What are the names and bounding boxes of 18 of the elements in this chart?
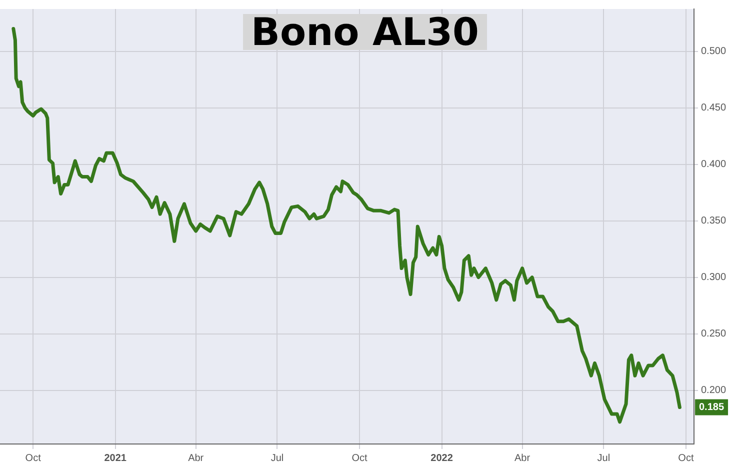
y-tick-label: 0.200 (701, 385, 726, 396)
y-tick-label: 0.400 (701, 159, 726, 170)
y-tick-label: 0.300 (701, 272, 726, 284)
x-tick-label: 2022 (430, 452, 454, 464)
y-tick-label: 0.350 (701, 216, 726, 227)
y-tick-label: 0.500 (701, 46, 726, 58)
x-tick-label: Jul (597, 452, 610, 464)
y-tick-label: 0.250 (701, 328, 726, 340)
annotation: 0.185 (699, 402, 724, 414)
y-tick-label: 0.450 (701, 102, 726, 114)
x-tick-label: Oct (678, 452, 694, 464)
x-tick-label: Abr (514, 452, 531, 464)
x-tick-label: Oct (25, 452, 42, 464)
chart-title: Bono AL30 (250, 10, 480, 54)
x-tick-label: 2021 (104, 452, 127, 464)
x-tick-label: Jul (270, 452, 284, 464)
x-tick-label: Oct (352, 452, 368, 464)
x-tick-label: Abr (188, 452, 204, 464)
